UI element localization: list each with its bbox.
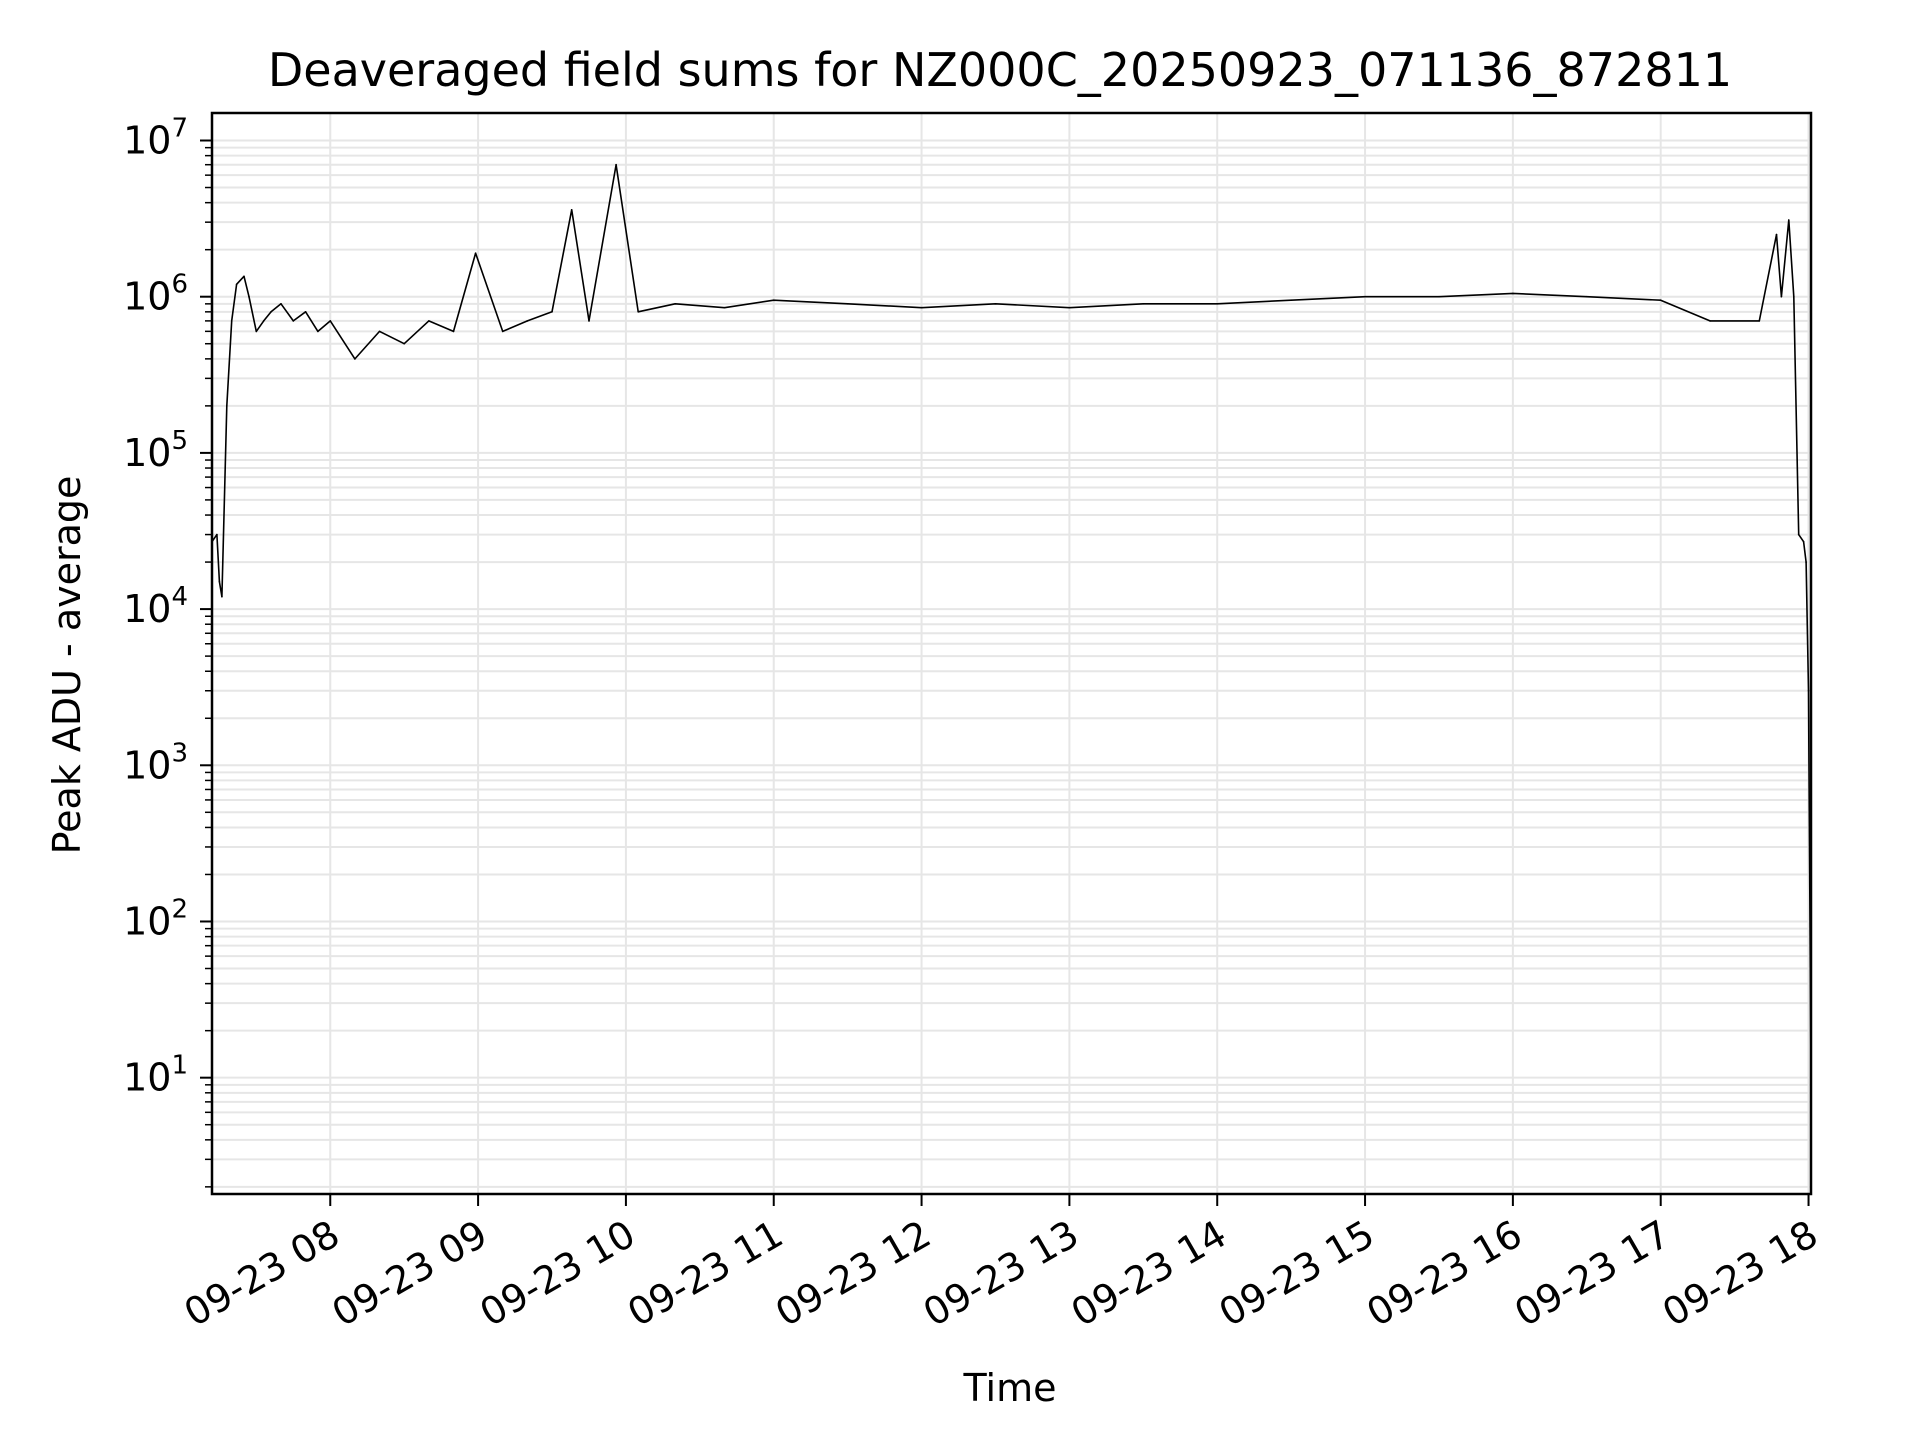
y-tick-label-base: 10: [123, 587, 171, 631]
x-tick-label: 09-23 18: [1655, 1212, 1825, 1336]
plot-frame: [210, 111, 1813, 1196]
data-point: [304, 311, 307, 313]
y-tick-label-exponent: 4: [171, 582, 188, 612]
data-point: [403, 342, 406, 345]
x-tick-label: 09-23 17: [1507, 1212, 1677, 1336]
x-tick-label: 09-23 09: [325, 1212, 495, 1336]
data-point: [1068, 306, 1071, 309]
y-tick-label-exponent: 2: [171, 894, 188, 924]
x-tick-label: 09-23 15: [1212, 1212, 1382, 1336]
data-point: [772, 299, 775, 302]
y-tick-label-base: 10: [123, 1056, 171, 1100]
data-point: [1788, 219, 1790, 221]
data-point: [280, 303, 282, 305]
data-point: [674, 303, 676, 305]
data-point: [1775, 233, 1778, 236]
data-point: [588, 320, 590, 322]
x-tick-label: 09-23 16: [1359, 1212, 1529, 1336]
y-tick-label-exponent: 1: [171, 1051, 188, 1081]
data-point: [452, 330, 455, 333]
y-tick-label: 107: [123, 114, 188, 163]
y-tick-label-exponent: 5: [171, 426, 188, 456]
data-point: [474, 252, 477, 254]
data-point: [501, 330, 504, 333]
x-tick-label: 09-23 11: [620, 1212, 790, 1336]
data-point: [1805, 561, 1807, 563]
x-tick-label: 09-23 08: [177, 1212, 347, 1336]
data-point: [221, 595, 223, 598]
data-point: [1364, 295, 1366, 298]
data-point: [920, 306, 923, 309]
data-point: [526, 320, 529, 322]
y-tick-label-exponent: 6: [171, 270, 188, 300]
data-point: [1216, 303, 1218, 305]
data-point: [243, 275, 245, 278]
data-point: [1709, 320, 1711, 322]
data-point: [378, 330, 381, 333]
y-tick-label-base: 10: [123, 431, 171, 475]
data-point: [846, 303, 849, 305]
data-point: [1797, 533, 1800, 536]
data-point: [428, 320, 430, 322]
data-point: [317, 330, 319, 333]
y-tick-label: 105: [123, 426, 188, 475]
x-axis-label: Time: [963, 1366, 1057, 1410]
y-tick-label: 104: [123, 582, 188, 631]
data-point: [329, 320, 332, 322]
data-point: [615, 163, 617, 166]
data-point: [1659, 299, 1662, 302]
x-tick-label: 09-23 10: [472, 1212, 642, 1336]
data-point: [551, 311, 553, 313]
y-tick-label-base: 10: [123, 119, 171, 163]
data-layer: [212, 163, 1811, 1079]
data-point: [1802, 540, 1805, 543]
data-point: [1793, 295, 1795, 298]
y-tick-label: 103: [123, 738, 188, 787]
data-point: [216, 533, 218, 536]
data-point: [1586, 295, 1588, 298]
y-tick-label: 102: [123, 894, 188, 943]
y-tick-label-base: 10: [123, 899, 171, 943]
data-point: [292, 320, 295, 322]
y-tick-label-exponent: 3: [171, 738, 188, 768]
data-point: [226, 405, 228, 407]
data-point: [230, 320, 233, 322]
data-point: [1758, 320, 1761, 322]
x-tick-label: 09-23 12: [768, 1212, 938, 1336]
data-point: [1807, 690, 1810, 692]
data-point: [994, 303, 997, 305]
x-tick-label: 09-23 13: [916, 1212, 1086, 1336]
y-tick-label-exponent: 7: [171, 114, 188, 144]
grid-layer: [212, 113, 1811, 1194]
y-tick-label-base: 10: [123, 743, 171, 787]
data-point: [1512, 292, 1514, 295]
chart-title: Deaveraged field sums for NZ000C_2025092…: [268, 43, 1732, 97]
y-tick-label-base: 10: [123, 275, 171, 319]
data-point: [637, 311, 639, 313]
series-line-0: [212, 163, 1811, 1078]
data-point: [255, 330, 258, 333]
y-axis-label: Peak ADU - average: [45, 476, 89, 855]
data-point: [1780, 295, 1783, 298]
y-tick-label: 106: [123, 270, 188, 319]
data-point: [1438, 295, 1440, 298]
data-point: [1142, 303, 1145, 305]
data-point: [218, 580, 221, 583]
data-point: [270, 311, 272, 313]
data-point: [248, 295, 250, 298]
data-point: [354, 358, 356, 360]
y-tick-label: 101: [123, 1051, 188, 1100]
x-tick-label: 09-23 14: [1064, 1212, 1234, 1336]
data-point: [262, 320, 265, 322]
data-point: [723, 306, 726, 309]
data-point: [235, 283, 238, 286]
data-point: [570, 209, 573, 211]
data-point: [1290, 299, 1292, 302]
